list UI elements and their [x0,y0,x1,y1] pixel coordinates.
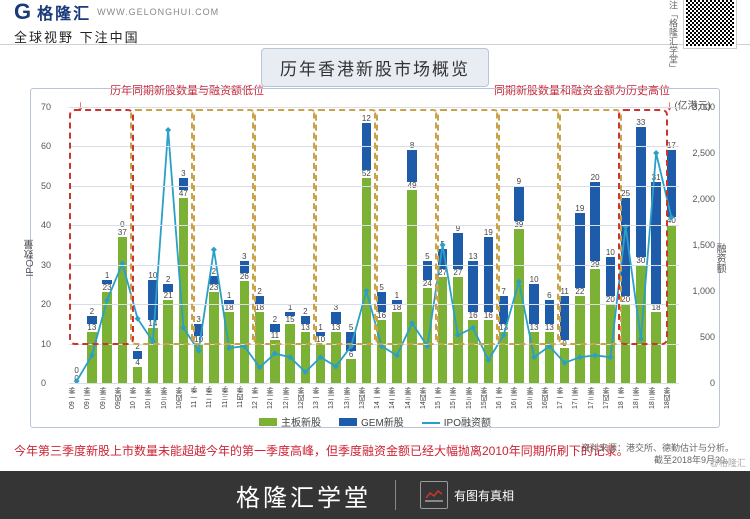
legend-line: IPO融资额 [422,414,491,429]
page: G 格隆汇 WWW.GELONGHUI.COM 全球视野 下注中国 扫码 关注「… [0,0,750,519]
tagline: 全球视野 下注中国 [14,27,219,46]
chart-wrap: 历年同期新股数量与融资额低位 同期新股数量和融资金额为历史高位 (亿港元) IP… [30,88,720,428]
legend: 主板新股 GEM新股 IPO融资额 [259,414,491,429]
legend-gem: GEM新股 [339,414,404,429]
chart-icon [420,481,448,509]
footer-bar: 格隆汇学堂 有图有真相 [0,471,750,519]
logo-cn: 格隆汇 [37,0,91,24]
qr-box: 扫码 关注「格隆汇学堂」 [666,0,736,73]
y-left-label: IPO数量 [23,239,38,276]
legend-main: 主板新股 [259,414,321,429]
footer-brand: 格隆汇学堂 [236,478,371,513]
header: G 格隆汇 WWW.GELONGHUI.COM 全球视野 下注中国 扫码 关注「… [0,0,750,45]
qr-code [684,0,736,48]
qr-text: 扫码 关注「格隆汇学堂」 [666,0,678,73]
chart: (亿港元) IPO数量 融资额 ↓ ↓ 00213123037241014221… [30,88,720,428]
separator [395,480,396,510]
footer-slogan: 有图有真相 [420,481,514,509]
plot-area: 0021312303724101422134731022311832621821… [69,107,679,383]
watermark: @格隆汇 [710,456,746,469]
logo-url: WWW.GELONGHUI.COM [97,7,219,17]
page-title: 历年香港新股市场概览 [261,48,489,87]
logo-mark: G [14,0,31,25]
logo-area: G 格隆汇 WWW.GELONGHUI.COM 全球视野 下注中国 [14,0,219,46]
